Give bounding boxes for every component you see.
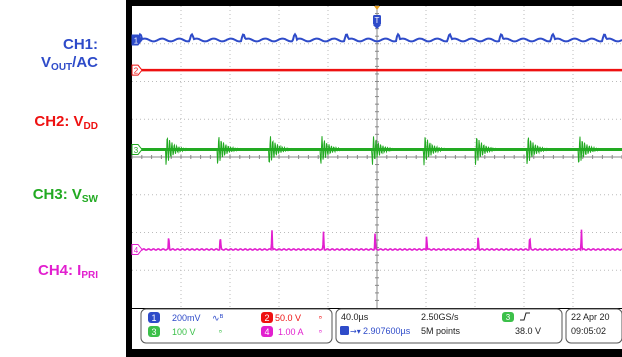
ch1-badge-text: 1 (151, 313, 156, 323)
rising-edge-icon (520, 312, 530, 321)
ch1-badge[interactable] (148, 312, 160, 323)
ch3-id: CH3: (32, 186, 72, 203)
trigger-offset: 2.907600µs (363, 326, 411, 336)
ch4-badge-text: 4 (264, 327, 269, 337)
sample-rate: 2.50GS/s (421, 312, 459, 322)
ch4-marker: 4 (131, 243, 143, 255)
datetime-box (565, 308, 622, 344)
ch2-marker: 2 (131, 64, 143, 76)
ch2-bw-icon: ᴮ (319, 315, 322, 323)
ch1-trace (131, 32, 622, 43)
ch4-name: I (77, 262, 82, 279)
ch3-bw-icon: ᴮ (219, 329, 222, 337)
ch3-label: CH3: VSW (0, 186, 98, 205)
date-text: 22 Apr 20 (571, 312, 610, 322)
marker-shape (131, 64, 143, 76)
trigger-source-badge[interactable] (502, 312, 514, 322)
channel-markers: 1 2 3 4 T (131, 6, 381, 255)
ch3-sub: SW (81, 194, 98, 205)
ch2-sub: DD (83, 121, 98, 132)
time-text: 09:05:02 (571, 326, 606, 336)
trigger-marker-tip (373, 25, 381, 29)
trigger-marker-text: T (375, 16, 380, 25)
status-bar: 1 200mV ∿ᴮ 2 50.0 V ᴮ 3 100 V ᴮ 4 1.00 A… (132, 308, 622, 349)
ch2-scale: 50.0 V (275, 313, 301, 323)
ch3-scale: 100 V (172, 327, 196, 337)
ch2-id: CH2: (34, 113, 74, 130)
trigger-top-arrow (374, 6, 380, 10)
ch1-suffix: /AC (72, 54, 98, 71)
marker-shape (131, 34, 143, 46)
ch1-coupling-icon: ∿ᴮ (212, 314, 224, 324)
marker-text: 2 (134, 67, 139, 76)
ch1-label: CH1: VOUT/AC (10, 36, 98, 77)
marker-text: 4 (134, 246, 139, 255)
marker-shape (131, 243, 143, 255)
ch1-scale: 200mV (172, 313, 201, 323)
ch4-scale: 1.00 A (278, 327, 304, 337)
ch2-name: V (73, 113, 84, 130)
trigger-level: 38.0 V (515, 326, 541, 336)
trigger-offset-arrow: →▾ (350, 327, 361, 336)
ch4-sub: PRI (81, 270, 98, 281)
marker-text: 1 (134, 36, 139, 45)
marker-shape (131, 143, 143, 155)
traces (131, 32, 622, 252)
ch4-label: CH4: IPRI (0, 262, 98, 281)
ch1-marker: 1 (131, 34, 143, 46)
ch1-id: CH1: (62, 36, 98, 53)
record-length: 5M points (421, 326, 461, 336)
timebase-value: 40.0µs (341, 312, 369, 322)
ch3-name: V (71, 186, 82, 203)
ch3-badge[interactable] (148, 326, 160, 337)
marker-text: 3 (134, 146, 139, 155)
ch1-sub: OUT (51, 62, 73, 73)
ch3-badge-text: 3 (151, 327, 156, 337)
trigger-marker-box (373, 15, 381, 25)
ch2-badge-text: 2 (264, 313, 269, 323)
ch2-label: CH2: VDD (0, 113, 98, 132)
trigger-source-text: 3 (506, 313, 511, 322)
ch2-badge[interactable] (261, 312, 273, 323)
ch4-id: CH4: (37, 262, 78, 279)
ch4-bw-icon: ᴮ (319, 329, 322, 337)
ch1-name: V (41, 54, 52, 71)
vertical-settings-box[interactable] (140, 308, 333, 344)
ch4-badge[interactable] (261, 326, 273, 337)
trigger-position-marker: T (373, 6, 381, 29)
ch4-trace (131, 229, 622, 252)
trigger-offset-icon (340, 326, 349, 335)
ch3-marker: 3 (131, 143, 143, 155)
